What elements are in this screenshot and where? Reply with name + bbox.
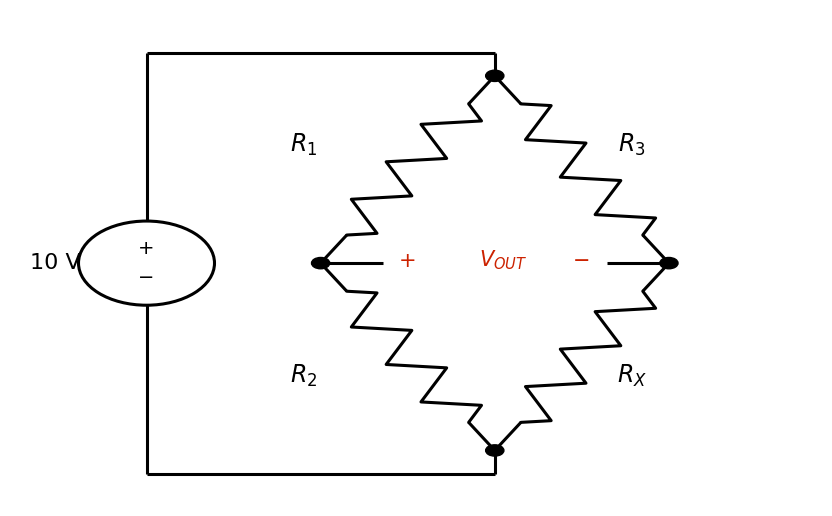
Text: $R_2$: $R_2$ xyxy=(290,363,318,389)
Circle shape xyxy=(486,445,504,456)
Text: −: − xyxy=(138,268,155,287)
Text: $V_{OUT}$: $V_{OUT}$ xyxy=(479,249,527,272)
Circle shape xyxy=(311,257,329,269)
Text: +: + xyxy=(138,239,155,259)
Text: $R_X$: $R_X$ xyxy=(617,363,646,389)
Text: $R_1$: $R_1$ xyxy=(290,132,318,158)
Text: −: − xyxy=(573,251,591,270)
Circle shape xyxy=(486,70,504,82)
Text: $R_3$: $R_3$ xyxy=(618,132,646,158)
Circle shape xyxy=(660,257,678,269)
Text: 10 V: 10 V xyxy=(30,253,81,273)
Text: +: + xyxy=(399,251,417,270)
